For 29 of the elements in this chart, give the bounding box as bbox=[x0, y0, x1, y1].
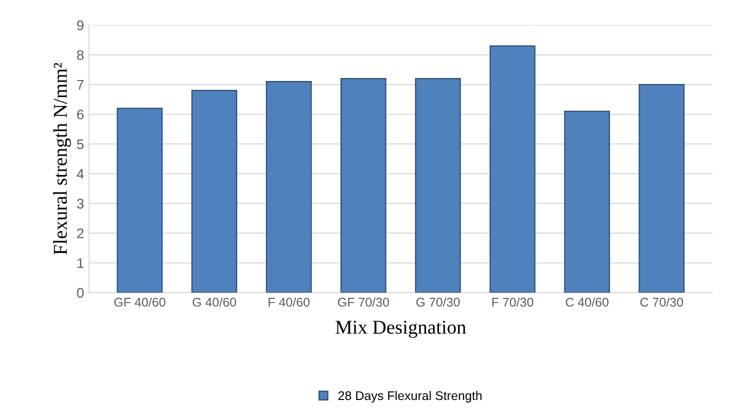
y-tick-label: 8 bbox=[77, 50, 84, 60]
bar bbox=[564, 110, 610, 293]
y-tick-label: 5 bbox=[77, 139, 84, 150]
y-tick-label: 9 bbox=[77, 20, 84, 30]
y-tick-label: 3 bbox=[76, 198, 84, 209]
y-tick-label: 4 bbox=[76, 169, 84, 179]
y-tick-label: 1 bbox=[78, 258, 84, 268]
x-tick-label: F 40/60 bbox=[268, 297, 310, 307]
bar bbox=[340, 78, 386, 293]
bar bbox=[116, 108, 163, 293]
x-tick-label: F 70/30 bbox=[492, 297, 534, 307]
x-axis-title: Mix Designation bbox=[336, 320, 466, 338]
x-tick-label: C 40/60 bbox=[566, 297, 608, 307]
bar bbox=[490, 45, 536, 293]
y-axis-title: Flexural strength N/mm² bbox=[53, 62, 71, 255]
bar bbox=[191, 90, 238, 293]
x-tick-label: GF 40/60 bbox=[114, 297, 166, 307]
y-tick-label: 7 bbox=[77, 80, 84, 90]
bar bbox=[266, 81, 312, 293]
x-tick-label: G 40/60 bbox=[192, 297, 236, 307]
y-tick-label: 2 bbox=[77, 228, 84, 238]
x-tick-label: C 70/30 bbox=[640, 297, 684, 307]
x-tick-label: GF 70/30 bbox=[338, 297, 389, 307]
x-tick-label: G 70/30 bbox=[416, 297, 460, 307]
y-tick-label: 6 bbox=[77, 110, 84, 120]
bar bbox=[638, 84, 685, 293]
bar bbox=[415, 78, 461, 293]
legend-label: 28 Days Flexural Strength bbox=[338, 390, 482, 403]
y-tick-label: 0 bbox=[77, 288, 84, 298]
